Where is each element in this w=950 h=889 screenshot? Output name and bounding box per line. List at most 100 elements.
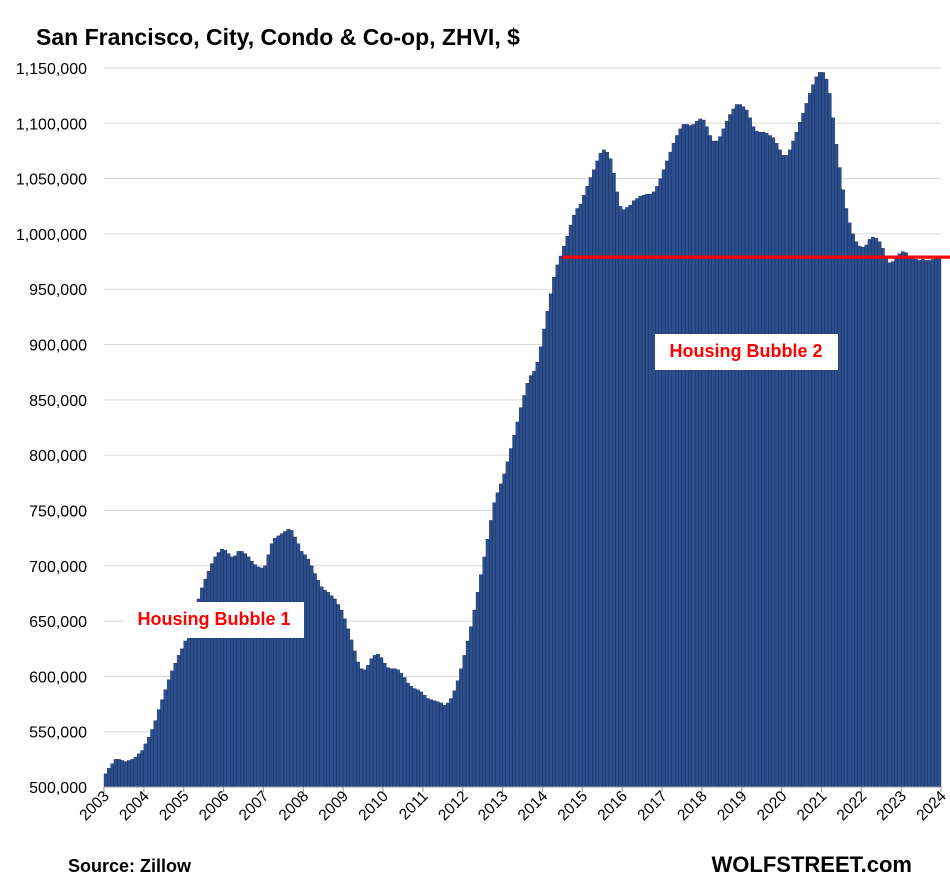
bar: [492, 502, 497, 788]
bar: [485, 539, 490, 788]
bar: [123, 761, 128, 788]
bar: [296, 543, 301, 788]
x-tick-label: 2012: [435, 788, 471, 824]
bar: [130, 759, 135, 788]
bar: [631, 200, 636, 788]
bar: [847, 222, 852, 788]
annotation-bubble-2-box: [655, 334, 838, 370]
bar: [147, 737, 151, 788]
y-tick-label: 650,000: [29, 614, 87, 631]
bar: [784, 155, 789, 788]
annotation-bubble-1-box: [124, 602, 304, 638]
bar: [871, 237, 875, 788]
bar: [339, 609, 344, 788]
bar: [249, 561, 254, 788]
bar: [572, 214, 576, 788]
bar: [313, 573, 317, 788]
bar: [376, 654, 380, 788]
bar: [422, 695, 427, 788]
bar: [884, 255, 889, 788]
x-tick-label: 2023: [874, 788, 910, 824]
bar: [798, 122, 802, 788]
bar: [525, 383, 530, 788]
bar: [259, 567, 264, 788]
bar: [612, 172, 616, 788]
bar: [475, 592, 480, 788]
bar: [841, 189, 845, 788]
bar: [449, 698, 453, 788]
bar: [771, 137, 776, 788]
bar: [924, 260, 928, 788]
bar: [854, 241, 859, 788]
bar: [429, 699, 433, 788]
bar: [210, 563, 214, 788]
y-tick-label: 850,000: [29, 393, 87, 410]
bar: [166, 679, 171, 788]
bar: [120, 760, 125, 788]
bar: [857, 245, 862, 788]
bar: [754, 130, 759, 788]
bar: [671, 143, 676, 788]
bar: [837, 167, 842, 788]
bar: [578, 203, 583, 788]
bar: [811, 84, 815, 788]
bar: [416, 689, 420, 788]
bar: [788, 149, 792, 788]
bar: [406, 682, 410, 788]
bar: [233, 555, 238, 788]
bar: [937, 258, 942, 788]
annotation-housing-bubble-2: Housing Bubble 2: [670, 341, 823, 361]
bar: [176, 655, 181, 788]
bar: [333, 598, 337, 788]
bar: [469, 626, 473, 788]
bar: [605, 151, 610, 788]
bar: [801, 113, 805, 788]
bar: [326, 592, 331, 788]
bar: [708, 135, 712, 788]
bar: [279, 533, 284, 788]
bar: [877, 241, 882, 788]
bar: [455, 680, 460, 788]
bar: [266, 554, 271, 788]
bar: [718, 136, 722, 788]
bar: [143, 743, 148, 788]
bar: [608, 158, 613, 788]
bar: [734, 104, 739, 788]
bar: [528, 375, 533, 788]
y-tick-label: 1,100,000: [16, 116, 87, 133]
source-label: Source: Zillow: [68, 856, 192, 876]
y-tick-label: 1,050,000: [16, 172, 87, 189]
chart-title: San Francisco, City, Condo & Co-op, ZHVI…: [36, 24, 520, 50]
bar: [216, 552, 221, 788]
bar: [688, 125, 693, 788]
bar: [479, 574, 483, 788]
bar: [598, 152, 603, 788]
bar: [545, 311, 550, 788]
bar: [768, 135, 772, 788]
bar: [230, 556, 234, 788]
bar: [396, 669, 400, 788]
bar: [442, 704, 447, 788]
bar: [552, 276, 556, 788]
bar: [744, 109, 749, 788]
bar: [110, 763, 115, 788]
bar: [582, 195, 586, 788]
y-tick-label: 900,000: [29, 338, 87, 355]
x-tick-label: 2011: [396, 788, 432, 824]
bar: [920, 259, 925, 788]
bar: [665, 160, 669, 788]
bar: [499, 483, 503, 788]
bar: [465, 640, 470, 788]
bar: [336, 604, 340, 788]
x-tick-label: 2018: [674, 788, 710, 824]
bar: [263, 565, 267, 788]
bar: [150, 729, 154, 788]
bar: [173, 662, 178, 788]
bar: [655, 186, 659, 788]
bar: [791, 140, 796, 788]
bar: [349, 639, 354, 788]
bar: [303, 554, 307, 788]
y-tick-label: 950,000: [29, 282, 87, 299]
bar: [618, 206, 623, 788]
x-axis: 2003 2004 2005 2006 2007 2008 2009 2010 2011 2012…: [76, 786, 950, 824]
